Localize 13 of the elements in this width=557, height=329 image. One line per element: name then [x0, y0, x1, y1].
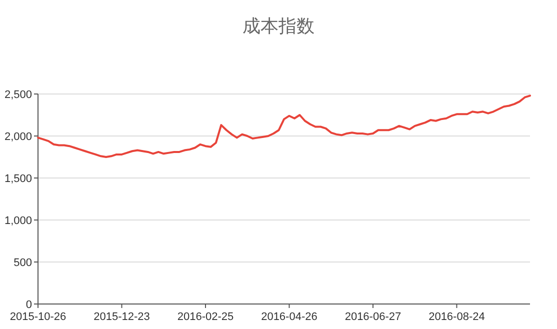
- y-tick-label: 2,500: [4, 89, 32, 101]
- x-tick-label: 2016-04-26: [261, 311, 318, 323]
- x-tick-label: 2015-12-23: [94, 311, 150, 323]
- title: 成本指数: [242, 16, 314, 36]
- x-tick-label: 2015-10-26: [10, 311, 66, 323]
- x-tick-label: 2016-08-24: [428, 311, 485, 323]
- y-tick-label: 500: [14, 257, 32, 269]
- y-tick-label: 1,500: [4, 173, 32, 185]
- y-tick-label: 1,000: [4, 215, 32, 227]
- y-tick-label: 2,000: [4, 131, 32, 143]
- y-tick-label: 0: [26, 299, 32, 311]
- x-tick-label: 2016-06-27: [344, 311, 402, 323]
- x-tick-label: 2016-02-25: [177, 311, 234, 323]
